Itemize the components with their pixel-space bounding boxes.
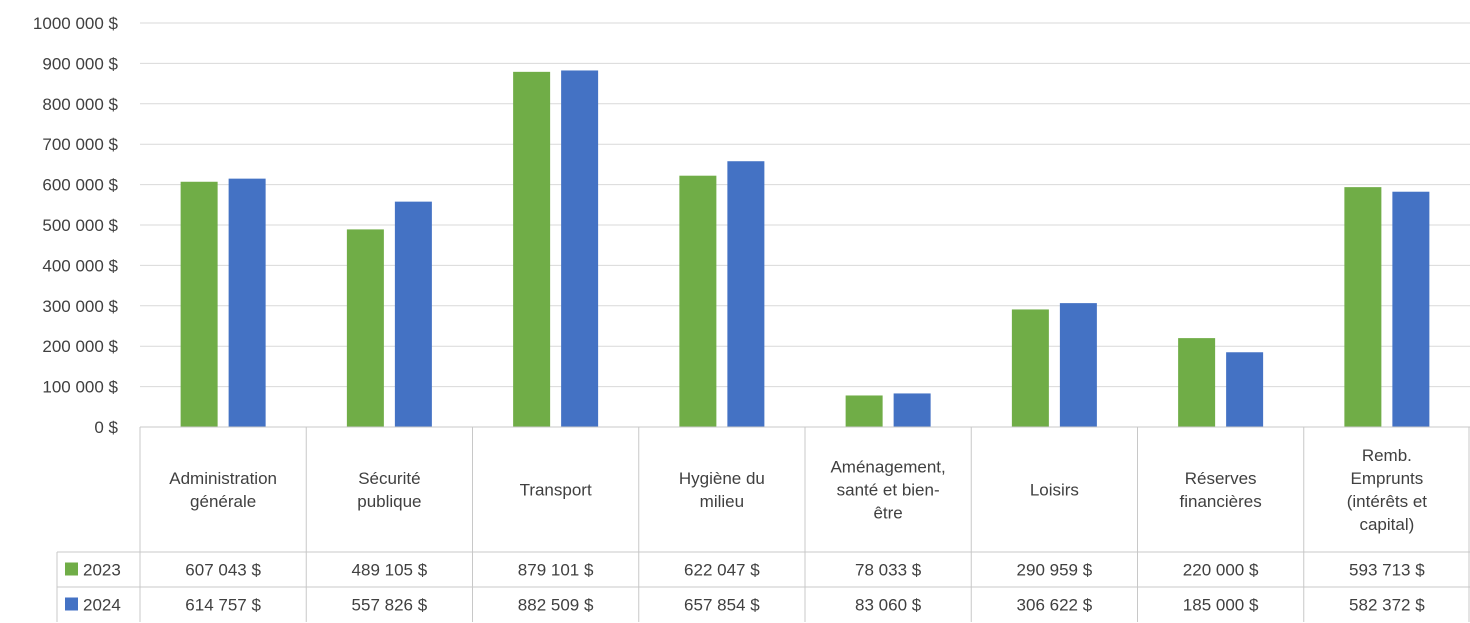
bar-2024: [1392, 191, 1430, 427]
legend-label: 2024: [83, 596, 121, 615]
category-label: Sécurité publique: [357, 469, 421, 511]
bar-2024: [1059, 303, 1097, 427]
category-label: Réserves financières: [1180, 469, 1262, 511]
bar-2024: [228, 178, 266, 427]
legend-key-2024: [65, 597, 78, 611]
data-label: 607 043 $: [185, 561, 261, 580]
y-tick-label: 1000 000 $: [33, 14, 119, 33]
bar-2024: [394, 201, 432, 427]
data-label: 614 757 $: [185, 596, 261, 615]
bar-2023: [346, 229, 384, 427]
bar-2023: [180, 181, 218, 427]
bar-2023: [513, 71, 551, 427]
category-label: Hygiène du milieu: [679, 469, 765, 511]
y-axis-tick-labels: 0 $ 100 000 $ 200 000 $ 300 000 $ 400 000 $ 5…: [33, 14, 119, 437]
data-label: 185 000 $: [1183, 596, 1259, 615]
data-label: 557 826 $: [352, 596, 428, 615]
data-table: Administration générale Sécurité publique Tr…: [56, 426, 1470, 622]
category-label: Aménagement, santé et bien-être: [830, 458, 945, 523]
y-tick-label: 200 000 $: [42, 337, 118, 356]
y-tick-label: 900 000 $: [42, 54, 118, 73]
data-label: 593 713 $: [1349, 561, 1425, 580]
category-label: Transport: [520, 481, 592, 500]
data-label: 622 047 $: [684, 561, 760, 580]
y-tick-label: 0 $: [94, 418, 118, 437]
bar-2023: [1178, 338, 1216, 427]
data-label: 582 372 $: [1349, 596, 1425, 615]
data-label: 489 105 $: [352, 561, 428, 580]
y-tick-label: 800 000 $: [42, 95, 118, 114]
bar-2023: [1344, 187, 1382, 427]
bar-2024: [1226, 352, 1264, 427]
data-label: 290 959 $: [1017, 561, 1093, 580]
data-label: 657 854 $: [684, 596, 760, 615]
bars: [180, 70, 1430, 427]
y-tick-label: 700 000 $: [42, 135, 118, 154]
bar-2024: [561, 70, 599, 427]
data-label: 879 101 $: [518, 561, 594, 580]
data-label: 83 060 $: [855, 596, 922, 615]
bar-2023: [1011, 309, 1049, 427]
legend-label: 2023: [83, 561, 121, 580]
data-label: 306 622 $: [1017, 596, 1093, 615]
bar-2024: [893, 393, 931, 427]
legend-key-2023: [65, 562, 78, 576]
y-tick-label: 500 000 $: [42, 216, 118, 235]
data-label: 220 000 $: [1183, 561, 1259, 580]
category-label: Administration générale: [169, 469, 277, 511]
data-label: 78 033 $: [855, 561, 922, 580]
bar-2024: [727, 161, 765, 427]
y-tick-label: 300 000 $: [42, 297, 118, 316]
y-tick-label: 600 000 $: [42, 176, 118, 195]
y-tick-label: 400 000 $: [42, 256, 118, 275]
bar-2023: [679, 175, 717, 427]
bar-2023: [845, 395, 883, 427]
category-label: Loisirs: [1030, 481, 1079, 500]
gridlines: [140, 22, 1470, 388]
data-label: 882 509 $: [518, 596, 594, 615]
category-label: Remb. Emprunts (intérêts et capital): [1347, 446, 1428, 534]
y-tick-label: 100 000 $: [42, 378, 118, 397]
